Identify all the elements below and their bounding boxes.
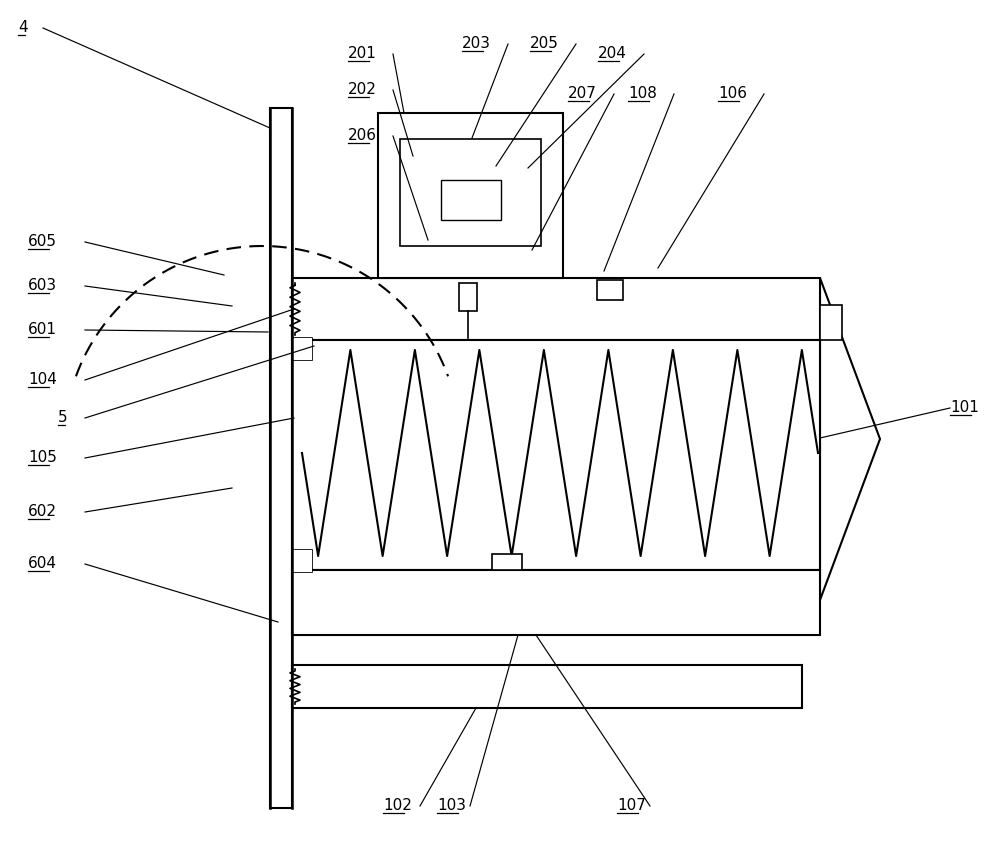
Text: 104: 104 [28,372,57,387]
Text: 601: 601 [28,323,57,338]
Bar [292,550,312,572]
Bar [270,108,292,808]
Bar [292,665,802,708]
Text: 5: 5 [58,411,68,425]
Text: 105: 105 [28,450,57,465]
Text: 604: 604 [28,556,57,571]
Text: 204: 204 [598,47,627,62]
Text: 202: 202 [348,82,377,97]
Text: 106: 106 [718,87,747,102]
Text: 102: 102 [383,799,412,813]
Bar [459,283,477,311]
Text: 205: 205 [530,36,559,51]
Bar [597,280,623,300]
Bar [820,305,842,340]
Bar [292,338,312,360]
Bar [270,108,292,808]
Bar [378,113,563,278]
Text: 107: 107 [617,799,646,813]
Text: 108: 108 [628,87,657,102]
Bar [292,340,820,570]
Text: 602: 602 [28,504,57,520]
Text: 201: 201 [348,47,377,62]
Bar [292,338,312,360]
Text: 101: 101 [950,400,979,416]
Bar [400,139,541,246]
Bar [492,554,522,570]
Bar [292,338,312,360]
Bar [292,570,820,635]
Text: 206: 206 [348,128,377,143]
Bar [292,278,820,340]
Bar [292,550,312,572]
Text: 603: 603 [28,279,57,293]
Text: 203: 203 [462,36,491,51]
Bar [820,305,842,340]
Text: 605: 605 [28,234,57,249]
Bar [292,278,820,340]
Bar [292,570,820,635]
Polygon shape [820,278,880,600]
Bar [292,665,802,708]
Bar [441,180,501,220]
Text: 103: 103 [437,799,466,813]
Bar [292,550,312,572]
Text: 4: 4 [18,21,28,36]
Text: 207: 207 [568,87,597,102]
